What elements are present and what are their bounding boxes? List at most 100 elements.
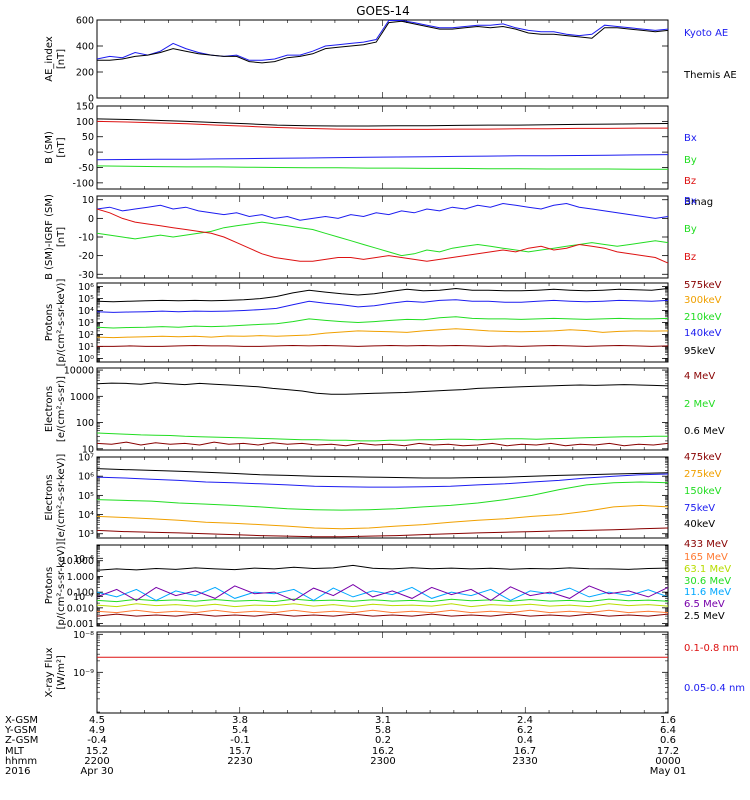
y-axis-label: [nT] xyxy=(56,49,67,69)
y-tick-label: 0 xyxy=(88,214,94,225)
series-line-bx xyxy=(96,154,669,161)
footer-cell: 2300 xyxy=(370,756,395,767)
footer-cell: 16.2 xyxy=(372,746,394,757)
y-tick-label: 10⁻⁹ xyxy=(73,668,94,679)
footer-cell: Apr 30 xyxy=(80,766,113,777)
series-line-by xyxy=(96,221,669,257)
series-line-2-5-mev xyxy=(96,564,669,571)
y-tick-label: -10 xyxy=(78,233,94,244)
series-line-by xyxy=(96,165,668,170)
legend-entry: By xyxy=(684,155,697,166)
legend-entry: Bx xyxy=(684,196,697,207)
y-tick-label: 10 xyxy=(82,444,94,455)
footer-cell: 2200 xyxy=(84,756,109,767)
y-tick-label: 600 xyxy=(76,16,94,27)
y-tick-label: 100 xyxy=(76,117,94,128)
series-line-210kev xyxy=(96,316,669,329)
series-line-bz xyxy=(96,120,668,130)
plot-frame xyxy=(96,195,669,279)
y-tick-label: 0.001 xyxy=(67,619,94,630)
footer-cell: 2230 xyxy=(227,756,252,767)
legend-entry: 475keV xyxy=(684,452,722,463)
series-line-2-mev xyxy=(96,432,668,442)
footer-cell: 0.4 xyxy=(517,735,533,746)
legend-entry: 11.6 MeV xyxy=(684,587,731,598)
figure-title: GOES-14 xyxy=(356,4,410,18)
series-line-11-6-mev xyxy=(96,586,669,601)
footer-cell: 2330 xyxy=(512,756,537,767)
y-axis-label: Electrons xyxy=(44,386,55,432)
legend-entry: 2.5 MeV xyxy=(684,611,725,622)
series-line-bmag xyxy=(96,118,669,127)
y-tick-label: 400 xyxy=(76,42,94,53)
series-line-95kev xyxy=(96,287,669,303)
plot-frame xyxy=(96,544,669,627)
legend-entry: 140keV xyxy=(684,328,722,339)
y-tick-label: 10⁻⁷ xyxy=(73,592,94,603)
y-tick-label: 10⁶ xyxy=(78,282,94,293)
y-tick-label: 10 xyxy=(82,195,94,206)
footer-cell: 2.4 xyxy=(517,715,533,726)
y-tick-label: 10⁻⁶ xyxy=(73,554,94,565)
footer-cell: 16.7 xyxy=(514,746,536,757)
plot-frame xyxy=(96,282,669,363)
panel-electrons-lo: 10³ 10⁴ 10⁵ 10⁶ 10⁷ Electrons [e/(cm²-s-sr-keV… xyxy=(44,452,722,541)
legend-entry: 433 MeV xyxy=(684,539,728,550)
panel-electrons-hi: 10 100 1000 10000 Electrons [e/(cm²-s-sr)] 4 M… xyxy=(44,366,725,456)
legend-entry: Themis AE xyxy=(683,70,737,81)
footer-cell: 5.8 xyxy=(375,725,391,736)
legend-entry: 150keV xyxy=(684,486,722,497)
footer-row-label: Z-GSM xyxy=(5,735,38,746)
y-axis-label: AE_index xyxy=(44,36,55,82)
series-line-140kev xyxy=(96,299,669,313)
legend-entry: Bz xyxy=(684,176,696,187)
footer-cell: 17.2 xyxy=(657,746,679,757)
plot-frame xyxy=(96,631,669,714)
y-axis-label: B (SM)-IGRF (SM) xyxy=(44,194,55,280)
legend-entry: Bmag xyxy=(684,197,713,208)
series-line-150kev xyxy=(96,481,669,511)
y-tick-label: 10² xyxy=(78,330,94,341)
y-tick-label: 100 xyxy=(76,418,94,429)
legend-entry: Bz xyxy=(684,252,696,263)
series-line-433-mev xyxy=(96,613,669,617)
y-tick-label: 200 xyxy=(76,68,94,79)
legend-entry: Bx xyxy=(684,133,697,144)
y-axis-label: B (SM) xyxy=(44,131,55,164)
y-axis-label: [W/m²] xyxy=(56,655,67,690)
footer-cell: 15.7 xyxy=(229,746,251,757)
y-tick-label: 10³ xyxy=(78,318,94,329)
y-tick-label: 10.000 xyxy=(61,556,94,567)
y-axis-label: [p/(cm²-s-sr-keV)] xyxy=(56,279,67,367)
legend-entry: 300keV xyxy=(684,295,722,306)
legend-entry: By xyxy=(684,224,697,235)
footer-cell: 4.5 xyxy=(89,715,105,726)
footer-cell: May 01 xyxy=(650,766,687,777)
y-tick-label: 1.000 xyxy=(67,572,94,583)
legend-entry: 2 MeV xyxy=(684,399,715,410)
panel-bsm: 150 100 50 0 -50 -100 B (SM) [nT] Bx By Bz Bmag xyxy=(44,102,713,209)
series-line-30-6-mev xyxy=(96,598,669,603)
y-axis-label: Protons xyxy=(44,304,55,341)
legend-entry: 0.1-0.8 nm xyxy=(684,643,739,654)
y-tick-label: 1000 xyxy=(70,392,94,403)
series-line-165-mev xyxy=(96,609,669,614)
footer-cell: 6.4 xyxy=(660,725,676,736)
y-axis-label: [nT] xyxy=(56,227,67,247)
plot-frame xyxy=(96,105,669,190)
legend-entry: 63.1 MeV xyxy=(684,564,731,575)
footer-row-label: X-GSM xyxy=(5,715,38,726)
y-tick-label: -100 xyxy=(72,178,94,189)
y-axis-label: Electrons xyxy=(44,474,55,520)
series-line-275kev xyxy=(96,504,669,530)
y-axis-label: [e/(cm²-s-sr)] xyxy=(56,376,67,442)
footer-row-label: hhmm xyxy=(5,756,37,767)
legend-entry: 0.05-0.4 nm xyxy=(684,683,745,694)
legend-entry: Kyoto AE xyxy=(684,28,728,39)
footer-row-label: Y-GSM xyxy=(4,725,37,736)
panel-bigrf: 10 0 -10 -20 -30 B (SM)-IGRF (SM) [nT] Bx By Bz xyxy=(44,194,697,281)
y-tick-label: 10000 xyxy=(64,366,94,377)
y-tick-label: 10¹ xyxy=(78,342,94,353)
